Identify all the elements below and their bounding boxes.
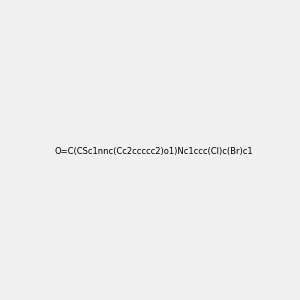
Text: O=C(CSc1nnc(Cc2ccccc2)o1)Nc1ccc(Cl)c(Br)c1: O=C(CSc1nnc(Cc2ccccc2)o1)Nc1ccc(Cl)c(Br)… xyxy=(54,147,253,156)
